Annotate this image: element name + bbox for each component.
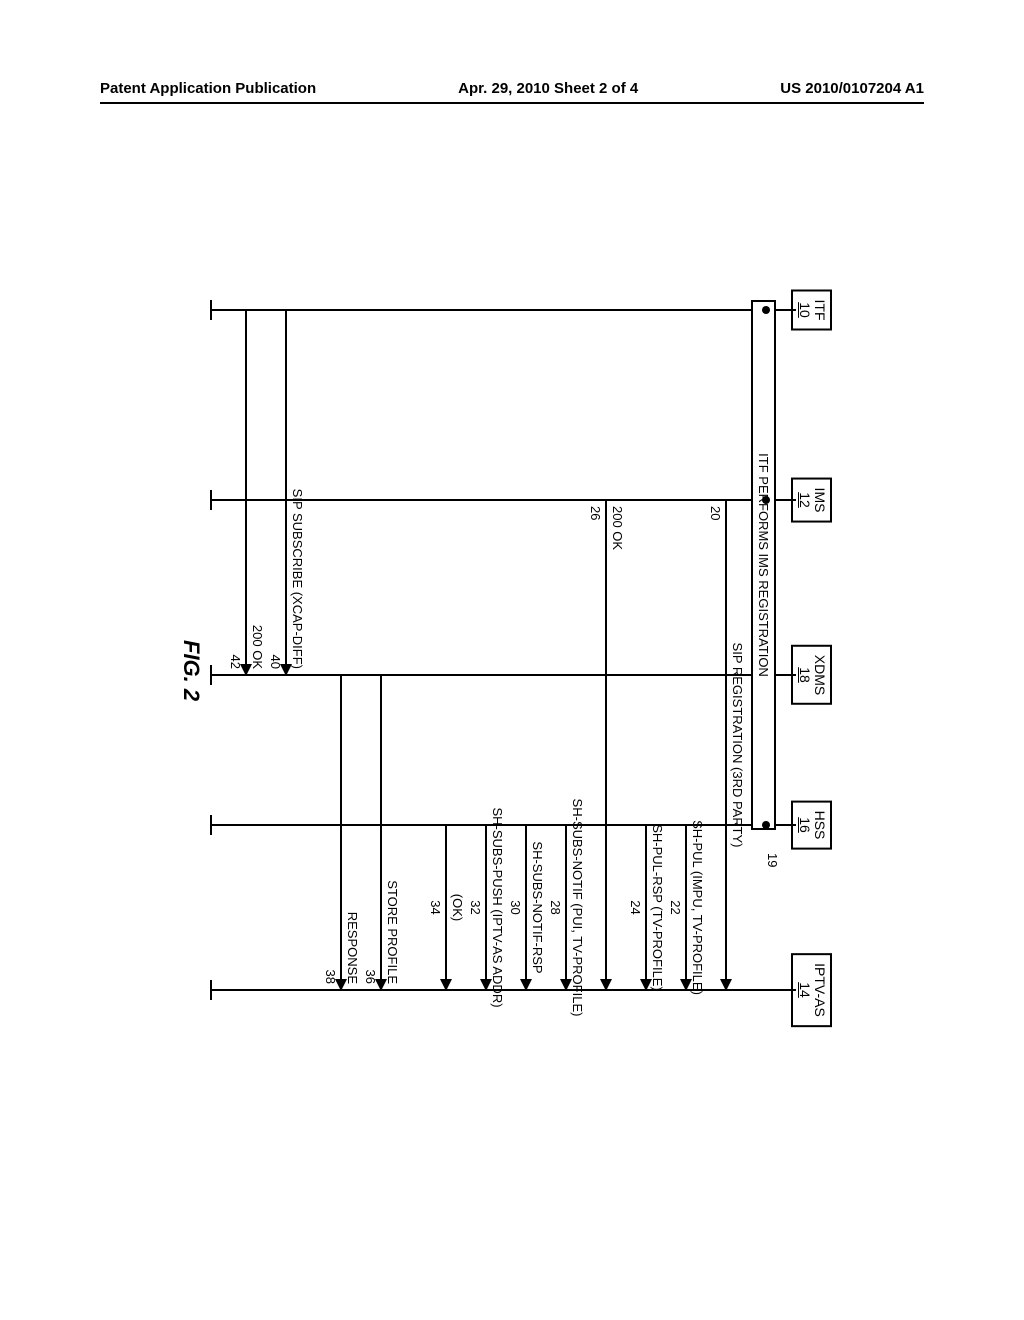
message: SH-PUL (IMPU, TV-PROFILE)22: [686, 825, 687, 990]
message-label: SH-SUBS-PUSH (IPTV-AS ADDR): [490, 807, 505, 1007]
lane-num: 12: [796, 488, 811, 513]
message-line: [645, 825, 647, 990]
message-line: [525, 825, 527, 990]
message-line: [485, 825, 487, 990]
message-ref-num: 24: [628, 900, 643, 914]
registration-dot: [762, 306, 770, 314]
lane-num: 14: [796, 963, 811, 1017]
lane-name: HSS: [812, 811, 827, 840]
message-label: SH-PUL-RSP (TV-PROFILE): [650, 824, 665, 991]
message-label: 200 OK: [250, 625, 265, 669]
arrow-head-icon: [440, 979, 452, 991]
header-left: Patent Application Publication: [100, 80, 316, 97]
message: 200 OK42: [246, 310, 247, 675]
sequence-diagram: ITF10 IMS12 XDMS18 HSS16 IPTV-AS14 ITF PERFOR…: [192, 270, 832, 1050]
message-ref-num: 20: [708, 506, 723, 520]
lane-box-ims: IMS12: [791, 478, 832, 523]
header-right: US 2010/0107204 A1: [780, 80, 924, 97]
message-ref-num: 36: [363, 970, 378, 984]
message: RESPONSE38: [341, 675, 342, 990]
message-ref-num: 32: [468, 900, 483, 914]
ref-19: 19: [765, 853, 780, 867]
message-line: [605, 500, 607, 990]
lifeline-end: [210, 300, 212, 320]
lane-name: ITF: [812, 300, 827, 321]
message-line: [685, 825, 687, 990]
lane-num: 10: [796, 300, 811, 321]
message-line: [285, 310, 287, 675]
arrow-head-icon: [600, 979, 612, 991]
lane-num: 16: [796, 811, 811, 840]
lane-box-xdms: XDMS18: [791, 645, 832, 705]
arrow-head-icon: [520, 979, 532, 991]
message-label: (OK): [450, 894, 465, 921]
message-ref-num: 34: [428, 900, 443, 914]
message: (OK)34: [446, 825, 447, 990]
message-ref-num: 30: [508, 900, 523, 914]
message-label: SIP SUBSCRIBE (XCAP-DIFF): [290, 489, 305, 669]
header-center: Apr. 29, 2010 Sheet 2 of 4: [458, 80, 638, 97]
message-ref-num: 26: [588, 506, 603, 520]
message: SH-SUBS-NOTIF (PUI, TV-PROFILE)28: [566, 825, 567, 990]
lane-box-itf: ITF10: [791, 290, 832, 331]
registration-dot: [762, 821, 770, 829]
lane-name: IPTV-AS: [812, 963, 827, 1017]
message-label: SIP REGISTRATION (3RD PARTY): [730, 643, 745, 848]
lane-num: 18: [796, 655, 811, 695]
message: SIP SUBSCRIBE (XCAP-DIFF)40: [286, 310, 287, 675]
message-label: STORE PROFILE: [385, 880, 400, 984]
message-line: [445, 825, 447, 990]
message-line: [340, 675, 342, 990]
message-line: [565, 825, 567, 990]
header-rule: [100, 102, 924, 104]
message: 200 OK26: [606, 500, 607, 990]
message: SIP REGISTRATION (3RD PARTY)20: [726, 500, 727, 990]
lifeline-end: [210, 665, 212, 685]
lifeline-end: [210, 980, 212, 1000]
lifeline-end: [210, 815, 212, 835]
title-bar: ITF PERFORMS IMS REGISTRATION: [751, 300, 776, 830]
message-ref-num: 40: [268, 655, 283, 669]
lane-name: IMS: [812, 488, 827, 513]
message-label: SH-SUBS-NOTIF (PUI, TV-PROFILE): [570, 799, 585, 1017]
lane-box-hss: HSS16: [791, 801, 832, 850]
figure-caption: FIG. 2: [178, 640, 204, 701]
arrow-head-icon: [720, 979, 732, 991]
lifeline-itf: [212, 309, 796, 311]
message: SH-PUL-RSP (TV-PROFILE)24: [646, 825, 647, 990]
registration-dot: [762, 496, 770, 504]
diagram-wrap: ITF10 IMS12 XDMS18 HSS16 IPTV-AS14 ITF PERFOR…: [192, 270, 832, 1050]
message-ref-num: 28: [548, 900, 563, 914]
message-ref-num: 22: [668, 900, 683, 914]
message-label: SH-PUL (IMPU, TV-PROFILE): [690, 820, 705, 995]
message-label: SH-SUBS-NOTIF-RSP: [530, 841, 545, 973]
lifeline-end: [210, 490, 212, 510]
message-line: [725, 500, 727, 990]
message: SH-SUBS-PUSH (IPTV-AS ADDR)32: [486, 825, 487, 990]
lifeline-xdms: [212, 674, 796, 676]
message-line: [245, 310, 247, 675]
message-ref-num: 38: [323, 970, 338, 984]
message: STORE PROFILE36: [381, 675, 382, 990]
message-label: RESPONSE: [345, 912, 360, 984]
message: SH-SUBS-NOTIF-RSP30: [526, 825, 527, 990]
message-ref-num: 42: [228, 655, 243, 669]
lane-name: XDMS: [812, 655, 827, 695]
lane-box-iptv: IPTV-AS14: [791, 953, 832, 1027]
message-line: [380, 675, 382, 990]
message-label: 200 OK: [610, 506, 625, 550]
page-header: Patent Application Publication Apr. 29, …: [0, 80, 1024, 97]
